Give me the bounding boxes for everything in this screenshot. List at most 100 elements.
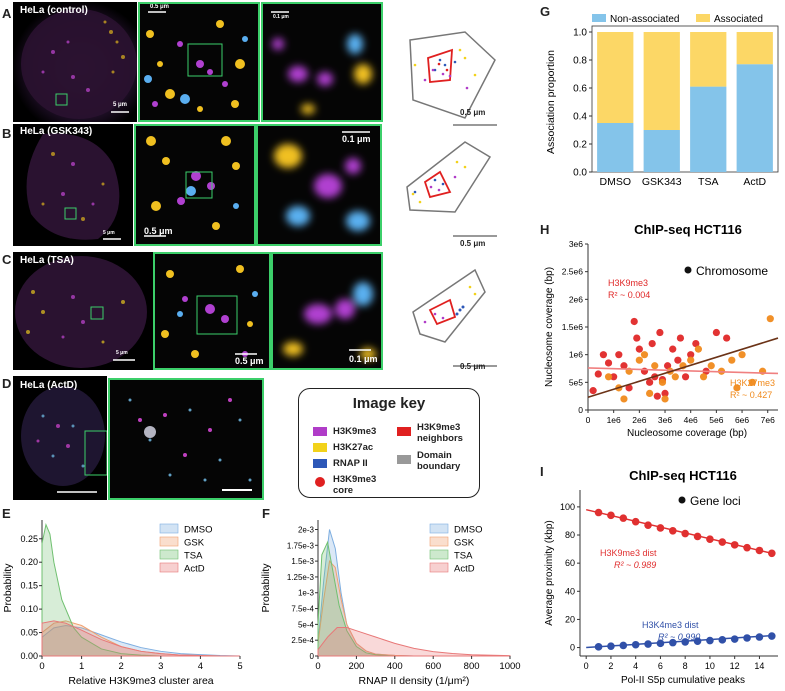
h-point-h3k9me3 bbox=[620, 362, 628, 370]
g-xtick-label: DMSO bbox=[600, 176, 632, 188]
i-point-h3k9me3 bbox=[743, 543, 751, 552]
scale-label-c2: 0.5 μm bbox=[235, 356, 264, 366]
i-series-label-h3k4me3: H3K4me3 dist bbox=[642, 620, 699, 630]
chart-f-xtick-label: 600 bbox=[425, 661, 441, 672]
key-label-h3k27ac: H3K27ac bbox=[333, 442, 374, 453]
h-point-h3k9me3 bbox=[646, 378, 654, 386]
h-point-h3k9me3 bbox=[676, 334, 685, 342]
h-fit-h3k27me3 bbox=[587, 337, 779, 399]
i-r2-h3k4me3: R² ~ 0.990 bbox=[658, 632, 700, 642]
i-legend-label: Gene loci bbox=[690, 494, 741, 508]
g-legend-swatch bbox=[592, 14, 606, 22]
chart-f-legend-swatch bbox=[429, 523, 449, 534]
g-bar-non-associated-gsk343 bbox=[643, 130, 680, 172]
swatch-neighbors bbox=[397, 427, 411, 436]
i-xtick-label: 8 bbox=[683, 661, 688, 671]
chart-f: 0 200 400 600 800 1000 0 2.5e-4 5e-4 7.5e-4 1e-3 1.… bbox=[260, 520, 521, 687]
domain-scale-b: 0.5 μm bbox=[460, 239, 486, 248]
h-point-h3k27me3 bbox=[687, 356, 695, 364]
panel-label-b: B bbox=[2, 126, 12, 141]
chart-f-xlabel: RNAP II density (1/μm²) bbox=[359, 675, 470, 687]
i-point-h3k4me3 bbox=[594, 643, 603, 651]
i-point-h3k9me3 bbox=[607, 511, 615, 520]
h-ytick-label: 2e6 bbox=[569, 294, 583, 304]
i-point-h3k4me3 bbox=[730, 635, 739, 643]
chart-e-xlabel: Relative H3K9me3 cluster area bbox=[68, 675, 213, 687]
h-point-h3k9me3 bbox=[692, 340, 700, 348]
i-xtick-label: 6 bbox=[658, 661, 663, 671]
zoom2-a-spots bbox=[271, 11, 372, 114]
h-xtick-label: 7e6 bbox=[761, 415, 775, 425]
scale-label-a1: 5 μm bbox=[113, 102, 128, 108]
i-series-label-h3k9me3: H3K9me3 dist bbox=[600, 548, 657, 558]
h-xtick-label: 6e6 bbox=[735, 415, 749, 425]
g-bar-associated-tsa bbox=[690, 32, 727, 87]
h-ytick-label: 3e6 bbox=[569, 239, 583, 249]
chart-f-area-actd bbox=[317, 627, 511, 657]
h-point-h3k9me3 bbox=[674, 356, 682, 364]
chart-e-ytick-label: 0.15 bbox=[20, 581, 38, 591]
h-point-h3k27me3 bbox=[766, 315, 774, 323]
i-point-h3k4me3 bbox=[743, 634, 751, 642]
zoom1-a-spots bbox=[144, 11, 248, 112]
i-point-h3k4me3 bbox=[644, 640, 652, 648]
micro-d-whole bbox=[13, 376, 107, 500]
key-label-h3k9me3: H3K9me3 bbox=[333, 426, 377, 437]
key-label-neighbors: H3K9me3 neighbors bbox=[417, 422, 463, 444]
chart-e-legend-label: GSK bbox=[184, 538, 205, 549]
row-title-c: HeLa (TSA) bbox=[20, 255, 74, 266]
h-point-h3k9me3 bbox=[625, 384, 633, 392]
chart-f-ytick-label: 2e-3 bbox=[298, 525, 315, 534]
i-ytick-label: 20 bbox=[565, 614, 575, 624]
i-point-h3k9me3 bbox=[706, 535, 714, 544]
panel-label-e: E bbox=[2, 506, 11, 521]
chart-f-ylabel: Probability bbox=[260, 563, 272, 613]
i-xtick-label: 2 bbox=[608, 661, 613, 671]
h-legend-label: Chromosome bbox=[696, 264, 768, 278]
h-xtick-label: 1e6 bbox=[607, 415, 621, 425]
chart-e-legend-label: ActD bbox=[184, 564, 205, 575]
i-point-h3k9me3 bbox=[730, 541, 739, 549]
h-point-h3k9me3 bbox=[681, 373, 690, 381]
i-legend-marker bbox=[678, 496, 686, 504]
zoom1-b-spots bbox=[144, 136, 240, 237]
h-point-h3k9me3 bbox=[599, 351, 608, 359]
g-ytick-label: 0.0 bbox=[573, 168, 587, 179]
micro-a-zoom1: 0.5 μm bbox=[138, 2, 260, 122]
micro-b-zoom2: 0.1 μm bbox=[256, 124, 382, 246]
chart-f-legend-label: TSA bbox=[454, 551, 473, 562]
g-xtick-label: ActD bbox=[743, 176, 766, 188]
i-xtick-label: 0 bbox=[584, 661, 589, 671]
h-xtick-label: 4e6 bbox=[684, 415, 698, 425]
chart-e-legend-label: TSA bbox=[184, 551, 203, 562]
chart-e-ytick-label: 0.05 bbox=[20, 628, 38, 638]
i-ytick-label: 0 bbox=[570, 643, 575, 653]
g-xtick-label: GSK343 bbox=[642, 176, 682, 188]
h-point-h3k9me3 bbox=[687, 351, 695, 359]
domain-diagram-c bbox=[412, 268, 497, 367]
chart-f-ytick-label: 5e-4 bbox=[298, 620, 315, 629]
h-xtick-label: 5e6 bbox=[709, 415, 723, 425]
chart-f-legend-swatch bbox=[429, 536, 449, 547]
domain-scale-a: 0.5 μm bbox=[460, 108, 486, 117]
chart-g: 0.0 0.2 0.4 0.6 0.8 1.0 DMSO GSK343 TSA ActD Assoc… bbox=[545, 14, 779, 188]
g-bar-associated-actd bbox=[736, 32, 773, 65]
zoom2-b-spots bbox=[274, 131, 370, 231]
h-r2-h3k27me3: R² ~ 0.427 bbox=[730, 390, 772, 400]
i-fit-0 bbox=[586, 508, 772, 555]
h-point-h3k9me3 bbox=[633, 334, 641, 342]
i-point-h3k9me3 bbox=[693, 532, 702, 541]
domain-scale-c: 0.5 μm bbox=[460, 362, 486, 371]
h-point-h3k9me3 bbox=[723, 334, 731, 342]
i-ytick-label: 80 bbox=[565, 530, 575, 540]
i-title: ChIP-seq HCT116 bbox=[629, 468, 737, 483]
scale-label-c3: 0.1 μm bbox=[349, 354, 378, 364]
g-bar-non-associated-actd bbox=[736, 64, 773, 172]
scale-label-a2: 0.5 μm bbox=[150, 4, 170, 10]
h-ytick-label: 0 bbox=[578, 405, 583, 415]
h-title: ChIP-seq HCT116 bbox=[634, 222, 742, 237]
h-point-h3k27me3 bbox=[651, 362, 659, 370]
h-point-h3k27me3 bbox=[646, 389, 654, 397]
chart-e-ytick-label: 0.25 bbox=[20, 534, 38, 544]
chart-e-xtick-label: 0 bbox=[39, 661, 44, 672]
